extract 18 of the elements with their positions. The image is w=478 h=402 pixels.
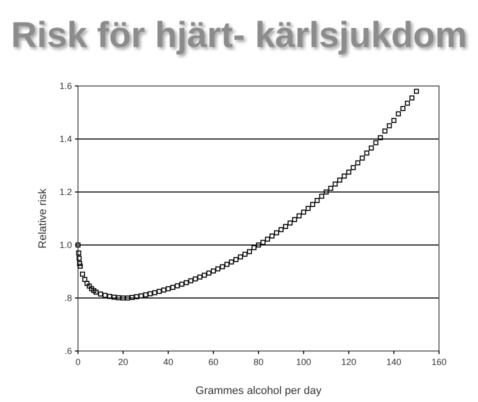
y-tick-label: .6 xyxy=(64,346,72,356)
y-tick-label: 1.2 xyxy=(59,187,72,198)
x-tick-label: 20 xyxy=(118,357,128,367)
x-tick-label: 120 xyxy=(341,357,356,367)
y-axis-title: Relative risk xyxy=(37,188,49,248)
y-tick-label: 1.0 xyxy=(59,240,72,250)
x-axis-title: Grammes alcohol per day xyxy=(196,385,322,397)
x-tick-label: 100 xyxy=(296,357,312,367)
x-tick-label: 160 xyxy=(431,357,447,367)
x-tick-label: 0 xyxy=(75,357,81,367)
y-tick-label: 1.4 xyxy=(59,134,72,144)
x-tick-label: 40 xyxy=(163,357,174,367)
y-tick-label: .8 xyxy=(64,293,72,304)
x-tick-label: 140 xyxy=(386,357,402,367)
x-tick-label: 60 xyxy=(208,357,218,367)
y-tick-label: 1.6 xyxy=(59,81,72,92)
chart-title: Risk för hjärt- kärlsjukdom xyxy=(10,14,468,55)
x-tick-label: 80 xyxy=(253,357,264,367)
